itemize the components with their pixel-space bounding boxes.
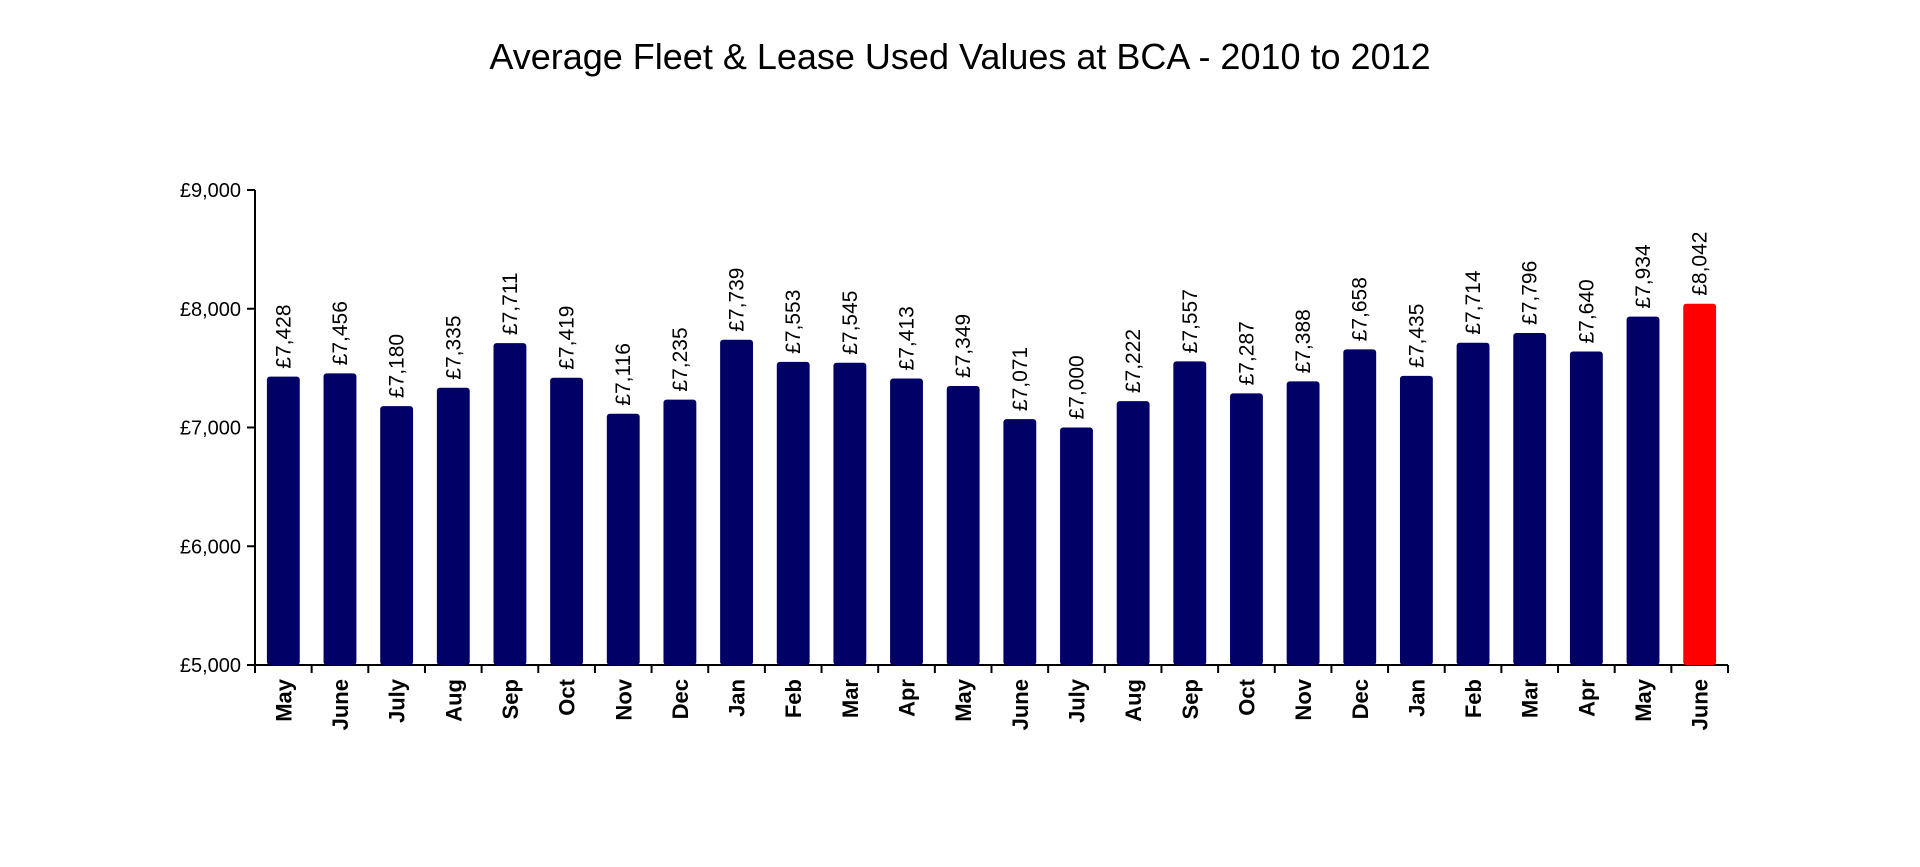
x-tick-label: Oct xyxy=(1234,678,1259,715)
bar xyxy=(1286,381,1320,665)
x-tick-label: May xyxy=(951,678,976,722)
bar-value-label: £7,235 xyxy=(669,327,692,391)
bar xyxy=(1456,342,1490,665)
x-tick-label: Sep xyxy=(1178,679,1203,719)
bar xyxy=(663,399,697,665)
x-tick-label: Nov xyxy=(611,678,636,720)
bar-value-label: £7,180 xyxy=(386,334,409,398)
x-tick-label: May xyxy=(271,678,296,722)
x-tick-label: Apr xyxy=(895,679,920,717)
x-tick-label: Apr xyxy=(1574,679,1599,717)
bar xyxy=(720,339,753,665)
x-tick-label: Jan xyxy=(1404,679,1429,717)
y-tick-label: £9,000 xyxy=(180,180,241,202)
bar-value-label: £7,222 xyxy=(1122,329,1145,393)
bar xyxy=(833,362,867,665)
bar xyxy=(1116,401,1150,665)
bar xyxy=(380,406,414,665)
bar-value-label: £7,419 xyxy=(556,306,579,370)
bar-value-label: £7,640 xyxy=(1575,279,1598,343)
x-tick-label: Mar xyxy=(838,679,863,719)
x-tick-label: Nov xyxy=(1291,678,1316,720)
bar xyxy=(776,361,810,665)
x-tick-label: July xyxy=(385,678,410,723)
bar xyxy=(436,387,470,665)
bar xyxy=(1399,375,1433,665)
bar-value-label: £7,796 xyxy=(1519,261,1542,325)
bar-value-label: £7,428 xyxy=(272,304,295,368)
bar xyxy=(1343,349,1377,665)
bar xyxy=(890,378,923,665)
bar-value-label: £7,553 xyxy=(782,290,805,354)
bar-value-label: £7,714 xyxy=(1462,270,1485,335)
bar xyxy=(1003,419,1037,665)
bar-value-label: £7,545 xyxy=(839,291,862,355)
bar-value-label: £7,739 xyxy=(726,268,749,332)
x-tick-label: Aug xyxy=(1121,679,1146,722)
x-tick-label: Mar xyxy=(1518,679,1543,719)
bar xyxy=(323,373,357,665)
y-tick-label: £8,000 xyxy=(180,299,241,321)
x-tick-label: June xyxy=(1008,679,1033,730)
bar xyxy=(1683,303,1717,665)
y-tick-label: £7,000 xyxy=(180,418,241,440)
x-tick-label: Feb xyxy=(781,679,806,718)
bar xyxy=(1173,361,1207,665)
bar-value-label: £7,435 xyxy=(1405,304,1428,368)
bar-value-label: £8,042 xyxy=(1689,232,1712,296)
x-tick-label: July xyxy=(1064,678,1089,723)
bar xyxy=(493,343,527,665)
bar-value-label: £7,413 xyxy=(896,306,919,370)
y-tick-label: £6,000 xyxy=(180,536,241,558)
x-tick-label: Feb xyxy=(1461,679,1486,718)
bar-value-label: £7,287 xyxy=(1235,321,1258,385)
y-tick-label: £5,000 xyxy=(180,655,241,677)
bar-value-label: £7,658 xyxy=(1349,277,1372,341)
bar xyxy=(1626,316,1660,665)
bar xyxy=(946,386,980,665)
bar xyxy=(1513,332,1547,665)
x-tick-label: Dec xyxy=(1348,679,1373,719)
bar-value-label: £7,388 xyxy=(1292,309,1315,373)
chart-title: Average Fleet & Lease Used Values at BCA… xyxy=(489,36,1431,77)
bar-value-label: £7,116 xyxy=(612,343,635,406)
x-tick-label: June xyxy=(1688,679,1713,730)
bar xyxy=(1569,351,1603,665)
x-tick-label: Dec xyxy=(668,679,693,719)
bar-value-label: £7,711 xyxy=(499,272,522,335)
bar xyxy=(1230,393,1263,665)
bar xyxy=(550,377,584,665)
bar xyxy=(266,376,300,665)
bar-value-label: £7,456 xyxy=(329,301,352,365)
bar-value-label: £7,934 xyxy=(1632,244,1655,309)
bar-value-label: £7,071 xyxy=(1009,347,1032,411)
bar xyxy=(606,413,640,665)
x-tick-label: Sep xyxy=(498,679,523,719)
x-tick-label: Aug xyxy=(441,679,466,722)
x-tick-label: June xyxy=(328,679,353,730)
bar xyxy=(1060,427,1093,665)
x-tick-label: May xyxy=(1631,678,1656,722)
bar-value-label: £7,000 xyxy=(1065,355,1088,419)
bar-value-label: £7,335 xyxy=(442,315,465,379)
bar-value-label: £7,557 xyxy=(1179,289,1202,353)
x-tick-label: Oct xyxy=(555,678,580,715)
bar-value-label: £7,349 xyxy=(952,314,975,378)
x-tick-label: Jan xyxy=(725,679,750,717)
